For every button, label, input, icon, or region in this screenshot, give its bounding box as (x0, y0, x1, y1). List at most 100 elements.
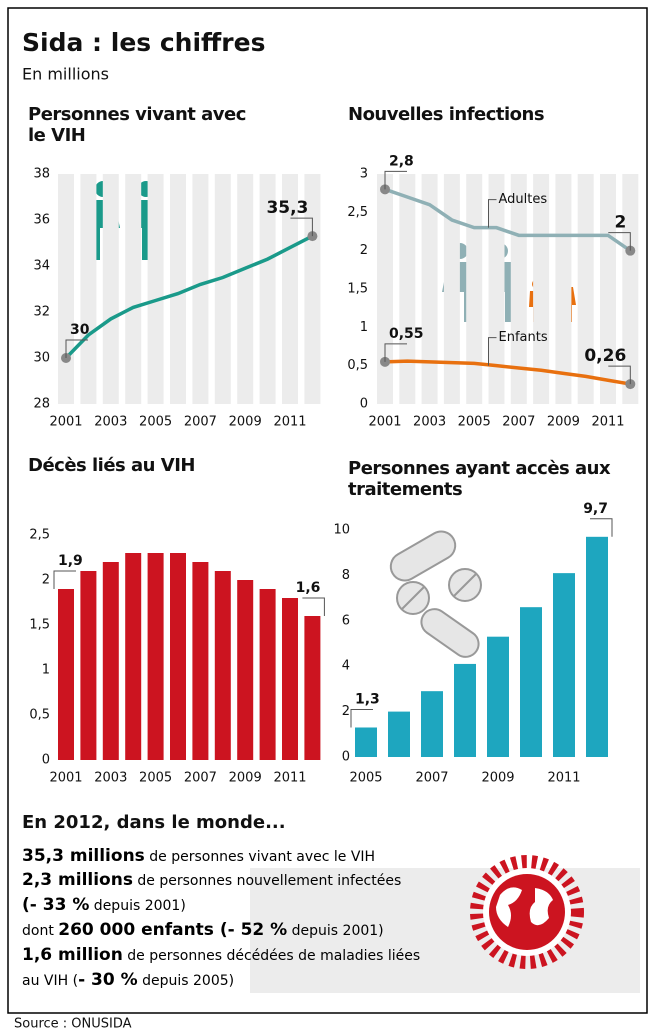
x-tick-label: 2001 (49, 415, 82, 430)
bar (192, 562, 209, 760)
background-stripe (80, 174, 97, 404)
label-leader (53, 570, 76, 589)
bar (125, 553, 142, 760)
x-tick-label: 2009 (547, 415, 580, 430)
y-tick-label: 36 (33, 213, 50, 228)
summary-line: 2,3 millions de personnes nouvellement i… (22, 870, 401, 890)
label-leader (608, 232, 631, 251)
summary-text: depuis 2001) (287, 923, 384, 939)
background-stripe (488, 174, 505, 404)
y-tick-label: 3 (360, 167, 368, 182)
x-tick-label: 2007 (415, 771, 448, 786)
bar (520, 607, 542, 757)
bar (282, 598, 298, 760)
background-stripe (304, 174, 321, 404)
label-leader (65, 339, 88, 358)
label-leader (590, 518, 613, 537)
summary-line: 35,3 millions de personnes vivant avec l… (22, 846, 375, 866)
y-tick-label: 1 (360, 320, 368, 335)
background-stripe (421, 174, 438, 404)
background-stripe (399, 174, 416, 404)
line (64, 234, 314, 360)
chart-title: Décès liés au VIH (28, 455, 195, 476)
source: Source : ONUSIDA (14, 1017, 132, 1031)
y-tick-label: 34 (33, 259, 50, 274)
x-tick-label: 2005 (139, 415, 172, 430)
background-stripe (555, 174, 572, 404)
summary-line: dont 260 000 enfants (- 52 % depuis 2001… (22, 920, 384, 940)
summary-highlight: 1,6 million (22, 945, 123, 965)
background-stripe (259, 174, 276, 404)
bar (487, 636, 509, 757)
y-tick-label: 2,5 (29, 528, 50, 543)
summary-text: dont (22, 923, 59, 939)
x-tick-label: 2005 (458, 415, 491, 430)
y-tick-label: 0 (342, 750, 350, 765)
bar (80, 571, 97, 760)
y-tick-label: 38 (33, 167, 50, 182)
summary-text: depuis 2001) (89, 898, 186, 914)
bar (102, 562, 119, 760)
background-stripe (237, 174, 254, 404)
value-label: 1,6 (296, 580, 321, 596)
summary-highlight: 35,3 millions (22, 846, 145, 866)
value-label: 2 (614, 213, 626, 233)
background-stripe (102, 174, 119, 404)
value-label: 1,9 (58, 553, 83, 569)
summary-highlight: (- 52 % (213, 920, 288, 940)
summary-highlight: 2,3 millions (22, 870, 133, 890)
summary-highlight: 260 000 enfants (58, 920, 214, 940)
background-stripe (533, 174, 550, 404)
bar (214, 571, 231, 760)
x-tick-label: 2001 (49, 771, 82, 786)
globe-icon (470, 855, 584, 969)
x-tick-label: 2009 (229, 771, 262, 786)
summary-text: de personnes vivant avec le VIH (144, 849, 376, 865)
frame (7, 7, 648, 1014)
subtitle: En millions (22, 65, 109, 84)
y-tick-label: 2 (360, 243, 368, 258)
y-tick-label: 8 (342, 568, 350, 583)
summary-highlight: (- 33 % (22, 895, 90, 915)
label-leader (302, 597, 325, 616)
bar (170, 553, 186, 760)
chart-title: Personnes vivant avec le VIH (28, 104, 246, 146)
summary-line: (- 33 % depuis 2001) (22, 895, 186, 915)
background-stripe (510, 174, 527, 404)
summary-text: de personnes décédées de maladies liées (122, 948, 421, 964)
bar (237, 580, 254, 760)
bar (304, 616, 321, 760)
chart-title: Personnes ayant accès aux traitements (348, 458, 611, 500)
background-stripe (377, 174, 393, 404)
y-tick-label: 2 (42, 573, 50, 588)
pills-icon (389, 530, 482, 658)
x-tick-label: 2005 (349, 771, 382, 786)
background-stripe (443, 174, 460, 404)
label-leader (384, 343, 407, 362)
x-tick-label: 2011 (591, 415, 624, 430)
background-stripe (214, 174, 231, 404)
x-tick-label: 2009 (229, 415, 262, 430)
x-tick-label: 2011 (273, 771, 306, 786)
bar (388, 711, 410, 757)
summary-title: En 2012, dans le monde... (22, 812, 286, 833)
y-tick-label: 0 (360, 397, 368, 412)
background-stripe (622, 174, 639, 404)
x-tick-label: 2003 (413, 415, 446, 430)
y-tick-label: 6 (342, 613, 350, 628)
x-tick-label: 2005 (139, 771, 172, 786)
series-name: Adultes (499, 192, 548, 207)
line (384, 359, 631, 386)
series-name: Enfants (499, 330, 548, 345)
summary-text: de personnes nouvellement infectées (132, 873, 402, 889)
summary-text: depuis 2005) (137, 973, 235, 989)
x-tick-label: 2003 (94, 771, 127, 786)
background-stripe (58, 174, 74, 404)
x-tick-label: 2007 (184, 415, 217, 430)
bar (58, 589, 74, 760)
y-tick-label: 0,5 (29, 708, 50, 723)
bar (147, 553, 164, 760)
series-leader (488, 337, 497, 366)
x-tick-label: 2007 (184, 771, 217, 786)
